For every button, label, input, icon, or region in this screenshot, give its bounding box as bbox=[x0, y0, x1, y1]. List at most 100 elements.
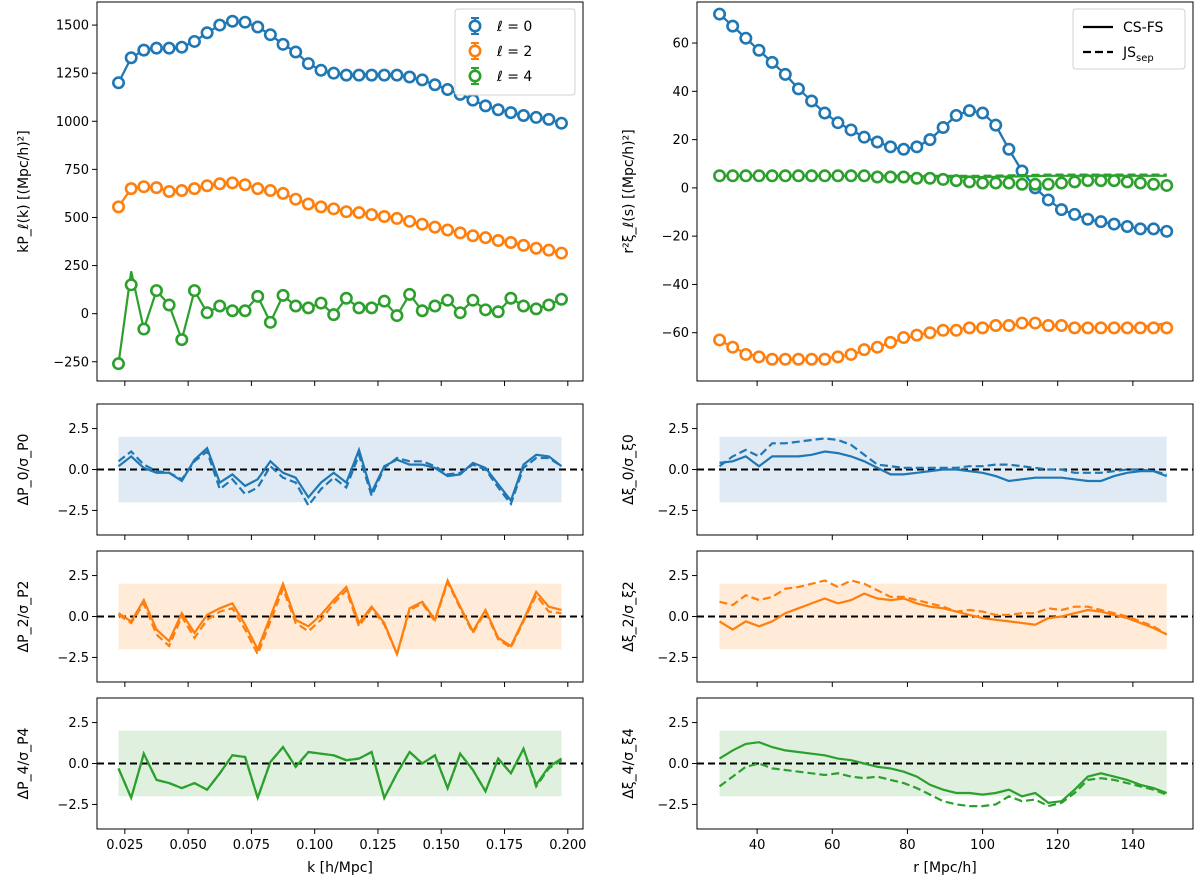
xi-point bbox=[752, 350, 766, 364]
pk-res-4-ytick-label: 0.0 bbox=[68, 757, 89, 772]
pk-point bbox=[491, 305, 505, 319]
xi-res-0-dashed-line bbox=[718, 437, 1167, 476]
xi-point bbox=[805, 352, 819, 366]
legend-marker bbox=[468, 19, 482, 33]
xi-point bbox=[1041, 177, 1055, 191]
xi-point bbox=[976, 106, 990, 120]
pk-point bbox=[137, 322, 151, 336]
pk-point bbox=[200, 179, 214, 193]
xi-point bbox=[726, 340, 740, 354]
pk-point bbox=[112, 200, 126, 214]
xi-point bbox=[1094, 215, 1108, 229]
xi-res-4-panel: −2.5 0.0 2.5 40 60 80 100 120 140 Δξ_4/σ_ξ4 bbox=[621, 697, 1194, 853]
pk-point bbox=[149, 284, 163, 298]
xi-main-ytick-label: −40 bbox=[662, 278, 689, 293]
pk-res-0-ylabel: ΔP_0/σ_P0 bbox=[16, 434, 32, 506]
xi-point bbox=[1147, 321, 1161, 335]
xi-main-ytick-label: 60 bbox=[672, 37, 689, 52]
pk-point bbox=[491, 234, 505, 248]
xi-point bbox=[1081, 321, 1095, 335]
xi-point bbox=[765, 352, 779, 366]
pk-point bbox=[238, 15, 252, 29]
pk-point bbox=[314, 63, 328, 77]
pk-res-4-xtick-label: 0.050 bbox=[170, 838, 207, 853]
xi-point bbox=[936, 172, 950, 186]
pk-point bbox=[251, 182, 265, 196]
pk-point bbox=[542, 298, 556, 312]
pk-point bbox=[314, 296, 328, 310]
xi-point bbox=[726, 19, 740, 33]
pk-point bbox=[504, 291, 518, 305]
pk-res-2-ytick-label: −2.5 bbox=[57, 651, 89, 666]
pk-point bbox=[517, 109, 531, 123]
xi-point bbox=[1094, 174, 1108, 188]
pk-point bbox=[327, 202, 341, 216]
pk-point bbox=[200, 306, 214, 320]
pk-point bbox=[529, 302, 543, 316]
pk-main-ytick-label: 0 bbox=[81, 307, 89, 322]
xi-res-4-xtick-label: 140 bbox=[1120, 838, 1145, 853]
xi-point bbox=[831, 169, 845, 183]
pk-main-ytick-label: 500 bbox=[64, 211, 89, 226]
pk-res-0-ytick-label: −2.5 bbox=[57, 504, 89, 519]
xi-point bbox=[1041, 318, 1055, 332]
pk-point bbox=[276, 288, 290, 302]
pk-point bbox=[352, 68, 366, 82]
pk-point bbox=[403, 70, 417, 84]
pk-point bbox=[213, 18, 227, 32]
pk-main-ytick-label: 1500 bbox=[56, 19, 89, 34]
xi-point bbox=[831, 350, 845, 364]
pk-point bbox=[479, 303, 493, 317]
xi-point bbox=[1094, 321, 1108, 335]
xi-res-0-solid-line bbox=[719, 450, 1168, 483]
xi-point bbox=[844, 169, 858, 183]
xi-point bbox=[1054, 176, 1068, 190]
pk-point bbox=[428, 299, 442, 313]
pk-point bbox=[149, 41, 163, 55]
xi-point bbox=[1120, 321, 1134, 335]
pk-point bbox=[124, 278, 138, 292]
xi-point bbox=[1002, 142, 1016, 156]
pk-res-4-xtick-label: 0.150 bbox=[423, 838, 460, 853]
pk-main-frame bbox=[96, 1, 584, 382]
xi-res-4-ytick-label: 0.0 bbox=[668, 757, 689, 772]
pk-main-ylabel: kP_ℓ(k) [(Mpc/h)²] bbox=[16, 130, 32, 253]
pk-point bbox=[428, 78, 442, 92]
pk-point bbox=[466, 93, 480, 107]
pk-point bbox=[352, 301, 366, 315]
xi-res-2-solid-line bbox=[718, 592, 1168, 636]
pk-point bbox=[479, 99, 493, 113]
pk-point bbox=[162, 41, 176, 55]
xi-point bbox=[1120, 175, 1134, 189]
pk-point bbox=[327, 66, 341, 80]
xi-point bbox=[739, 31, 753, 45]
xi-point bbox=[831, 116, 845, 130]
pk-res-4-xtick-label: 0.175 bbox=[486, 838, 523, 853]
pk-point bbox=[238, 304, 252, 318]
xi-point bbox=[752, 169, 766, 183]
pk-main-ytick-label: 250 bbox=[64, 259, 89, 274]
xi-point bbox=[713, 169, 727, 183]
xi-point bbox=[791, 82, 805, 96]
xi-main-panel: −60 −40 −20 0 20 40 60 r²ξ_ℓ(s) [(Mpc/h)²] CS-FS… bbox=[621, 1, 1194, 386]
xi-point bbox=[870, 135, 884, 149]
pk-point bbox=[213, 177, 227, 191]
pk-point bbox=[466, 293, 480, 307]
pk-legend-box bbox=[454, 8, 576, 96]
xi-res-4-solid-line bbox=[718, 741, 1168, 804]
pk-res-4-solid-line bbox=[117, 745, 563, 802]
xi-res-0-panel: −2.5 0.0 2.5 Δξ_0/σ_ξ0 bbox=[621, 403, 1194, 540]
xi-point bbox=[1028, 177, 1042, 191]
pk-point bbox=[124, 182, 138, 196]
xi-res-2-panel: −2.5 0.0 2.5 Δξ_2/σ_ξ2 bbox=[621, 550, 1194, 687]
pk-point bbox=[504, 106, 518, 120]
xi-point bbox=[884, 140, 898, 154]
xi-point bbox=[1068, 321, 1082, 335]
legend-marker bbox=[468, 69, 482, 83]
xi-point bbox=[989, 118, 1003, 132]
xi-res-0-ylabel: Δξ_0/σ_ξ0 bbox=[621, 434, 637, 505]
xi-point bbox=[1028, 316, 1042, 330]
xi-main-ylabel: r²ξ_ℓ(s) [(Mpc/h)²] bbox=[621, 129, 637, 253]
pk-xlabel: k [h/Mpc] bbox=[307, 860, 373, 876]
xi-point bbox=[1107, 174, 1121, 188]
